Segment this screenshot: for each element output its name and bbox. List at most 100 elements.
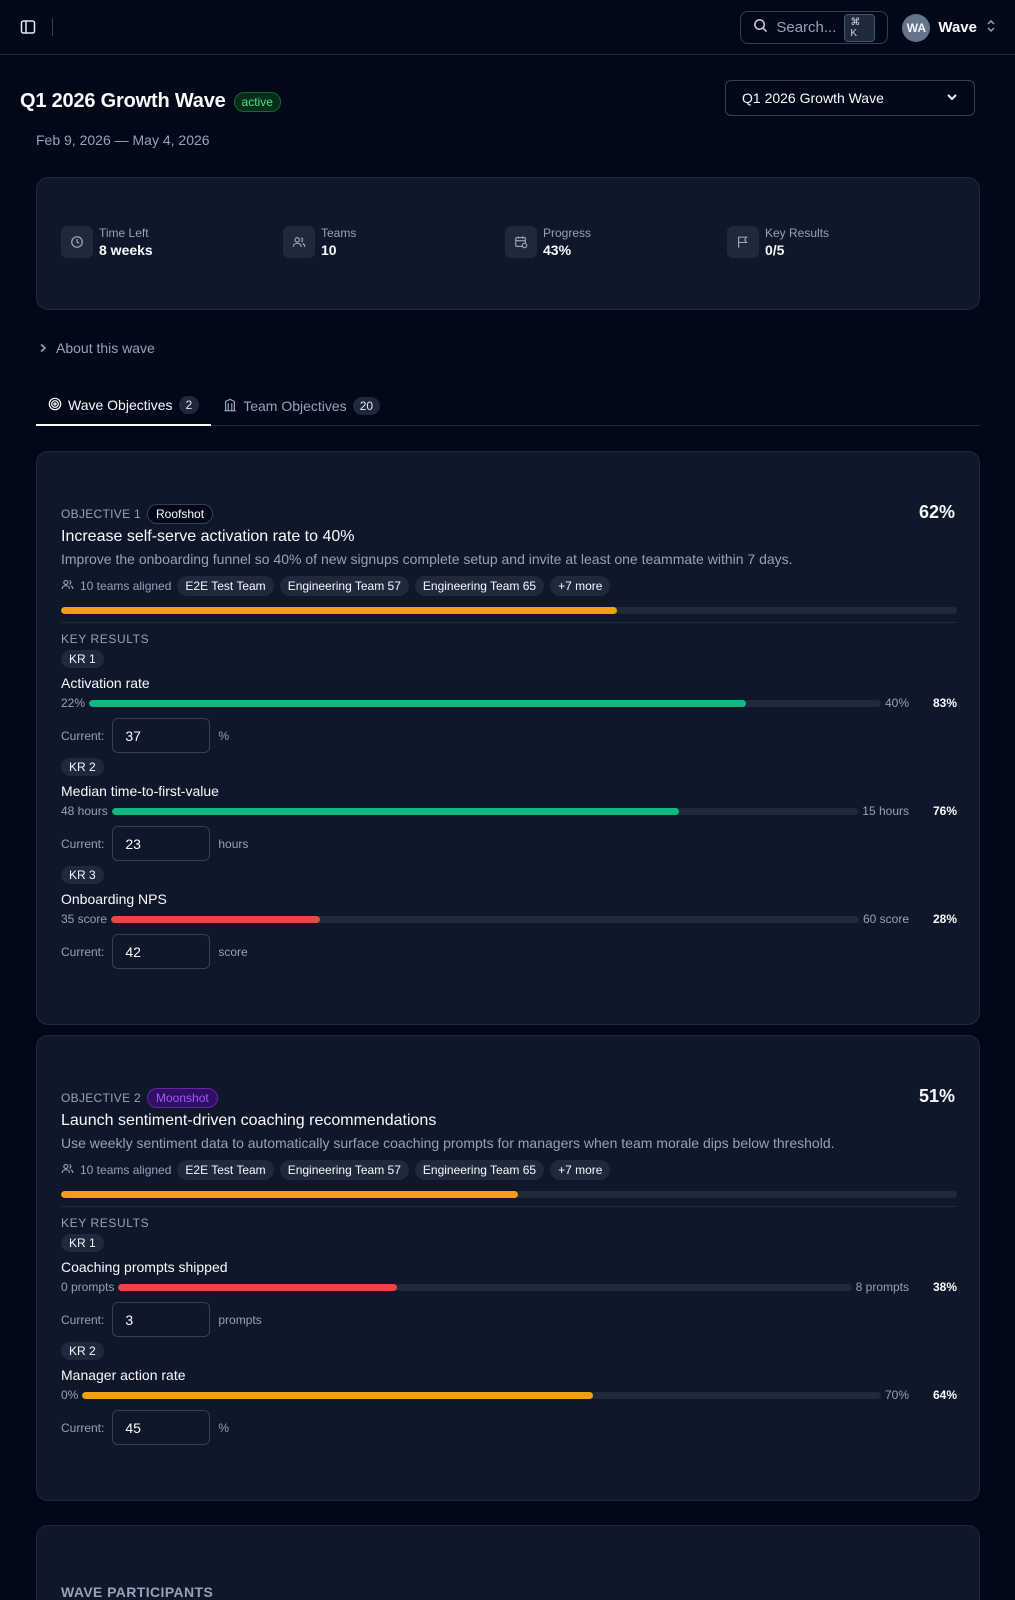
kr-progress-fill xyxy=(82,1391,594,1399)
kr-progress-bar xyxy=(111,915,859,923)
kr-target: 8 prompts xyxy=(855,1280,909,1294)
flag-icon xyxy=(727,226,759,258)
team-tag[interactable]: Engineering Team 65 xyxy=(414,1160,545,1180)
chevron-down-icon xyxy=(946,90,958,106)
current-value-input[interactable] xyxy=(112,826,211,861)
tab-team-objectives[interactable]: Team Objectives 20 xyxy=(211,386,392,426)
status-badge: active xyxy=(233,91,281,112)
team-tag[interactable]: Engineering Team 57 xyxy=(279,576,409,596)
users-icon xyxy=(61,578,74,594)
current-label: Current: xyxy=(61,728,105,743)
kr-name: Onboarding NPS xyxy=(61,891,167,907)
calendar-clock-icon xyxy=(505,226,537,258)
kr-percent: 38% xyxy=(932,1280,957,1294)
stat-value: 0/5 xyxy=(765,242,785,258)
tab-bar: Wave Objectives 2 Team Objectives 20 xyxy=(36,386,980,426)
objective-card: OBJECTIVE 1 Roofshot 62% Increase self-s… xyxy=(36,451,980,1025)
kr-progress-bar xyxy=(82,1391,881,1399)
kr-tag: KR 1 xyxy=(61,1234,104,1252)
kr-target: 70% xyxy=(884,1388,909,1402)
kr-tag: KR 3 xyxy=(61,866,104,884)
stat-progress: Progress 43% xyxy=(505,226,591,258)
current-label: Current: xyxy=(61,944,105,959)
kr-progress-bar xyxy=(89,699,881,707)
objective-progress-bar xyxy=(61,607,957,614)
kr-name: Activation rate xyxy=(61,675,150,691)
aligned-teams: 10 teams aligned E2E Test Team Engineeri… xyxy=(61,1160,611,1180)
tab-count: 20 xyxy=(352,397,381,415)
stat-teams: Teams 10 xyxy=(283,226,356,258)
objective-card: OBJECTIVE 2 Moonshot 51% Launch sentimen… xyxy=(36,1035,980,1501)
kr-progress-fill xyxy=(111,915,321,923)
kr-name: Median time-to-first-value xyxy=(61,783,219,799)
sidebar-toggle-icon[interactable] xyxy=(16,15,40,39)
kr-progress-bar xyxy=(118,1283,852,1291)
about-wave-toggle[interactable]: About this wave xyxy=(38,340,155,356)
kr-unit: score xyxy=(218,944,248,959)
kr-tag: KR 1 xyxy=(61,650,104,668)
kr-unit: prompts xyxy=(218,1312,262,1327)
objective-percent: 51% xyxy=(918,1086,955,1106)
participants-title: WAVE PARTICIPANTS xyxy=(61,1584,214,1600)
target-icon xyxy=(48,397,62,414)
chevron-right-icon xyxy=(38,340,48,356)
kr-progress-fill xyxy=(111,807,680,815)
key-result: KR 3 Onboarding NPS 35 score 60 score 28… xyxy=(61,866,957,974)
current-label: Current: xyxy=(61,1420,105,1435)
stat-label: Time Left xyxy=(99,226,149,240)
team-tag[interactable]: E2E Test Team xyxy=(177,1160,274,1180)
stat-key-results: Key Results 0/5 xyxy=(727,226,829,258)
stat-label: Progress xyxy=(543,226,592,240)
key-results-heading: KEY RESULTS xyxy=(61,632,150,646)
team-tag[interactable]: Engineering Team 65 xyxy=(414,576,545,596)
kr-name: Coaching prompts shipped xyxy=(61,1259,228,1275)
objective-description: Improve the onboarding funnel so 40% of … xyxy=(61,551,793,567)
team-tag[interactable]: E2E Test Team xyxy=(177,576,274,596)
clock-icon xyxy=(61,226,93,258)
wave-select[interactable]: Q1 2026 Growth Wave xyxy=(725,80,975,116)
users-icon xyxy=(283,226,315,258)
kr-start: 0% xyxy=(61,1388,79,1402)
objective-number: OBJECTIVE 2 xyxy=(61,1091,141,1105)
kr-percent: 28% xyxy=(932,912,957,926)
divider xyxy=(61,622,957,623)
users-icon xyxy=(61,1162,74,1178)
objective-progress-fill xyxy=(61,1191,518,1198)
tab-label: Wave Objectives xyxy=(68,397,173,413)
kr-progress-bar xyxy=(111,807,859,815)
page-title: Q1 2026 Growth Wave xyxy=(20,90,226,112)
objective-title: Launch sentiment-driven coaching recomme… xyxy=(61,1112,437,1129)
user-menu[interactable]: WA Wave xyxy=(902,13,997,42)
objective-percent: 62% xyxy=(918,502,955,522)
aligned-count: 10 teams aligned xyxy=(80,579,172,593)
wave-stats-card: Time Left 8 weeks Teams 10 Progress 43% … xyxy=(36,177,980,310)
aligned-count: 10 teams aligned xyxy=(80,1163,172,1177)
kr-target: 40% xyxy=(884,696,909,710)
current-value-input[interactable] xyxy=(112,934,211,969)
key-results-heading: KEY RESULTS xyxy=(61,1216,150,1230)
objective-progress-bar xyxy=(61,1191,957,1198)
chevron-up-down-icon xyxy=(985,19,997,36)
objective-number: OBJECTIVE 1 xyxy=(61,507,141,521)
about-label: About this wave xyxy=(56,340,155,356)
kr-name: Manager action rate xyxy=(61,1367,186,1383)
current-value-input[interactable] xyxy=(112,1302,211,1337)
date-range: Feb 9, 2026 — May 4, 2026 xyxy=(36,132,210,148)
tab-label: Team Objectives xyxy=(243,398,347,414)
kr-start: 35 score xyxy=(61,912,108,926)
wave-participants-card: WAVE PARTICIPANTS xyxy=(36,1525,980,1600)
search-icon xyxy=(753,18,768,37)
team-tag[interactable]: Engineering Team 57 xyxy=(279,1160,409,1180)
divider xyxy=(61,1206,957,1207)
stat-value: 43% xyxy=(543,242,572,258)
current-value-input[interactable] xyxy=(112,718,211,753)
key-result: KR 2 Manager action rate 0% 70% 64% Curr… xyxy=(61,1342,957,1450)
more-teams-tag[interactable]: +7 more xyxy=(550,576,611,596)
stat-label: Teams xyxy=(321,226,357,240)
stat-value: 8 weeks xyxy=(99,242,153,258)
current-value-input[interactable] xyxy=(112,1410,211,1445)
key-result: KR 1 Coaching prompts shipped 0 prompts … xyxy=(61,1234,957,1342)
search-button[interactable]: Search... ⌘ K xyxy=(740,11,889,44)
tab-wave-objectives[interactable]: Wave Objectives 2 xyxy=(36,386,212,426)
more-teams-tag[interactable]: +7 more xyxy=(550,1160,611,1180)
